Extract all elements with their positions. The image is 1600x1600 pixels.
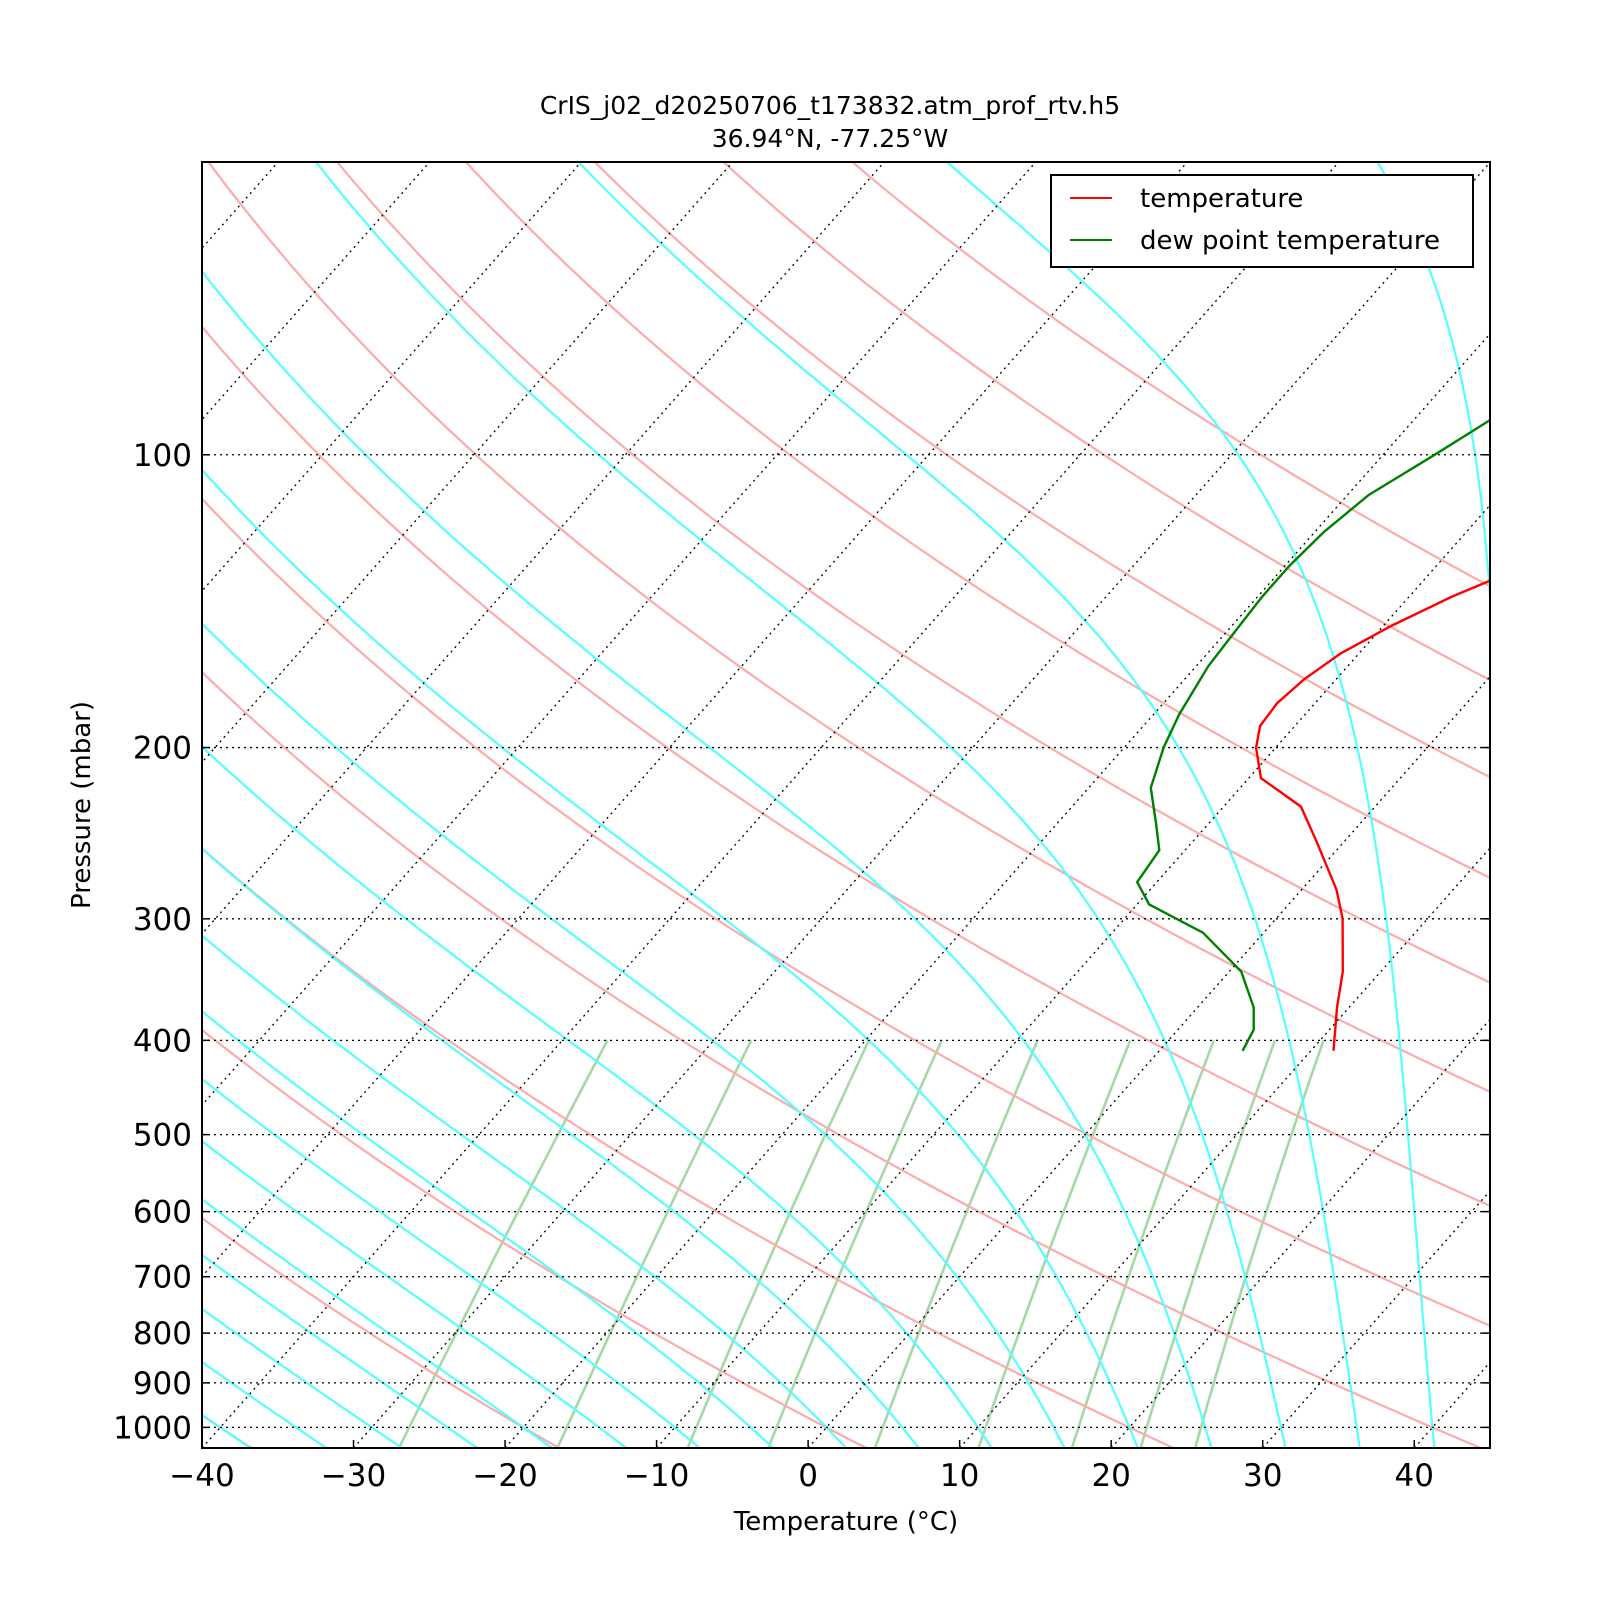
dry-adiabat-line xyxy=(202,670,1482,1448)
dry-adiabat-line xyxy=(465,162,1490,880)
isotherm-line xyxy=(1413,1361,1490,1448)
moist-adiabat-line xyxy=(315,162,1287,1448)
moist-adiabat-line xyxy=(202,1307,403,1448)
mixing-ratio-line xyxy=(686,1039,870,1448)
y-tick-label: 500 xyxy=(133,1118,192,1154)
y-axis-label: Pressure (mbar) xyxy=(67,701,97,909)
dry-adiabat-line xyxy=(336,162,1490,984)
dry-adiabat-line xyxy=(202,1028,867,1448)
y-tick-label: 600 xyxy=(133,1195,192,1231)
legend-label-dewpoint: dew point temperature xyxy=(1140,226,1440,256)
x-tick-label: 20 xyxy=(1091,1458,1130,1494)
mixing-ratio-line xyxy=(1139,1039,1277,1448)
moist-adiabat-line xyxy=(577,162,1361,1448)
mixing-ratio-lines xyxy=(397,1039,1325,1448)
x-tick-label: −20 xyxy=(472,1458,537,1494)
dry-adiabat-line xyxy=(594,162,1490,779)
isotherm-line xyxy=(202,162,1188,1278)
dry-adiabat-line xyxy=(722,162,1490,682)
isotherm-line xyxy=(1566,162,1600,1448)
mixing-ratio-line xyxy=(397,1039,609,1448)
isotherm-line xyxy=(202,162,734,764)
x-tick-label: 30 xyxy=(1243,1458,1282,1494)
x-axis: −40 −30 −20 −10 0 10 20 30 40 xyxy=(169,1440,1434,1494)
y-axis: 100 200 300 400 500 600 700 800 900 1000 xyxy=(113,438,1490,1446)
y-tick-label: 200 xyxy=(133,731,192,767)
x-tick-label: 0 xyxy=(798,1458,818,1494)
moist-adiabat-line xyxy=(202,468,1139,1448)
moist-adiabat-line xyxy=(202,1198,553,1448)
mixing-ratio-line xyxy=(1070,1039,1215,1448)
moist-adiabat-line xyxy=(202,1139,627,1448)
mixing-ratio-line xyxy=(1193,1039,1325,1448)
isotherm-line xyxy=(202,162,1037,1107)
dry-adiabat-line xyxy=(202,1216,560,1448)
y-tick-label: 1000 xyxy=(113,1410,192,1446)
moist-adiabat-line xyxy=(202,1253,478,1448)
isotherm-line xyxy=(0,162,127,1448)
moist-adiabat-line xyxy=(202,1077,701,1448)
legend: temperature dew point temperature xyxy=(1050,174,1474,268)
dry-adiabat-line xyxy=(851,162,1490,588)
mixing-ratio-line xyxy=(873,1039,1039,1448)
chart-title: CrIS_j02_d20250706_t173832.atm_prof_rtv.… xyxy=(540,91,1120,120)
y-tick-label: 800 xyxy=(133,1316,192,1352)
x-tick-label: −40 xyxy=(169,1458,234,1494)
x-tick-label: 10 xyxy=(940,1458,979,1494)
axes-frame xyxy=(201,161,1491,1449)
isotherm-line xyxy=(504,332,1490,1448)
isobar-grid xyxy=(202,454,1490,1429)
moist-adiabats xyxy=(202,162,1490,1448)
isotherm-line xyxy=(202,162,279,250)
mixing-ratio-line xyxy=(556,1039,753,1448)
x-tick-label: 40 xyxy=(1395,1458,1434,1494)
x-axis-label: Temperature (°C) xyxy=(733,1507,958,1537)
dry-adiabat-line xyxy=(202,1413,253,1448)
y-tick-label: 300 xyxy=(133,902,192,938)
legend-box xyxy=(1050,174,1474,268)
y-tick-label: 400 xyxy=(133,1023,192,1059)
moist-adiabat-line xyxy=(202,1360,327,1448)
isotherm-line xyxy=(202,162,885,935)
moist-adiabat-line xyxy=(202,269,1213,1448)
moist-adiabat-line xyxy=(202,934,847,1448)
x-tick-label: −10 xyxy=(624,1458,689,1494)
dry-adiabat-line xyxy=(202,324,1490,1208)
moist-adiabat-line xyxy=(946,162,1436,1448)
dry-adiabat-line xyxy=(202,497,1490,1327)
isotherm-line xyxy=(353,162,1490,1448)
chart-subtitle: 36.94°N, -77.25°W xyxy=(712,124,948,153)
y-tick-label: 900 xyxy=(133,1366,192,1402)
y-tick-label: 100 xyxy=(133,438,192,474)
plot-area xyxy=(0,162,1600,1448)
isotherm-grid xyxy=(0,162,1600,1448)
isotherm-line xyxy=(656,504,1490,1448)
dry-adiabat-line xyxy=(207,162,1490,1093)
profile-lines xyxy=(1135,418,1490,1052)
temperature-line xyxy=(1254,579,1490,1051)
y-tick-label: 700 xyxy=(133,1260,192,1296)
isotherm-line xyxy=(1262,1189,1490,1448)
moist-adiabat-line xyxy=(202,1009,774,1448)
isotherm-line xyxy=(807,675,1490,1448)
mixing-ratio-line xyxy=(767,1039,943,1448)
dry-adiabat-line xyxy=(202,847,1174,1448)
x-tick-label: −30 xyxy=(321,1458,386,1494)
isotherm-line xyxy=(202,162,431,421)
dry-adiabats xyxy=(202,162,1490,1448)
moist-adiabat-line xyxy=(202,745,993,1448)
mixing-ratio-line xyxy=(977,1039,1132,1448)
moist-adiabat-line xyxy=(202,1413,251,1448)
isotherm-line xyxy=(1110,1018,1490,1448)
legend-label-temperature: temperature xyxy=(1140,184,1303,214)
dewpoint-line xyxy=(1135,418,1490,1052)
isotherm-line xyxy=(959,847,1490,1448)
isotherm-line xyxy=(202,162,1340,1448)
moist-adiabat-line xyxy=(202,847,920,1448)
